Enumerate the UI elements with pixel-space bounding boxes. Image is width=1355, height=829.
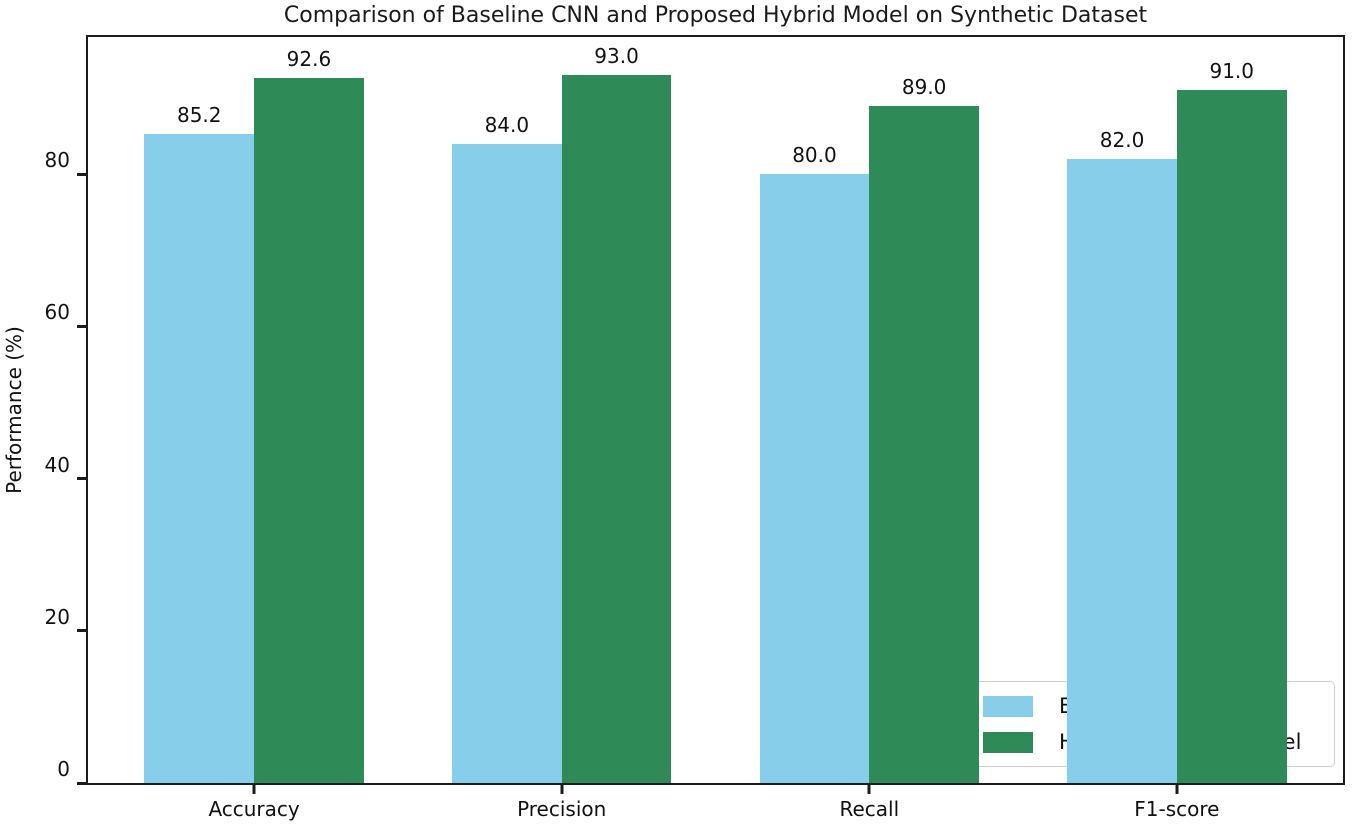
- x-tick-label-precision: Precision: [517, 797, 607, 821]
- x-tick-label-f1-score: F1-score: [1134, 797, 1220, 821]
- y-tick-label: 20: [44, 604, 70, 629]
- y-tick-mark: [77, 629, 86, 633]
- bar-value-label-hybrid-proposed-model-recall: 89.0: [901, 74, 947, 99]
- y-tick-mark: [77, 781, 86, 785]
- bar-value-label-hybrid-proposed-model-accuracy: 92.6: [286, 47, 332, 72]
- bar-baseline-cnn-accuracy: [144, 134, 255, 783]
- y-tick-mark: [77, 324, 86, 328]
- bar-hybrid-proposed-model-f1-score: [1176, 90, 1287, 783]
- y-tick-label: 80: [44, 148, 70, 173]
- chart-title: Comparison of Baseline CNN and Proposed …: [283, 3, 1148, 28]
- y-tick-label: 0: [57, 757, 70, 781]
- plot-area: Baseline CNN Hybrid Proposed Model 02040…: [45, 35, 1345, 821]
- bar-baseline-cnn-f1-score: [1067, 158, 1177, 783]
- bar-value-label-baseline-cnn-recall: 80.0: [792, 143, 837, 168]
- bar-value-label-baseline-cnn-accuracy: 85.2: [176, 103, 222, 128]
- y-tick-mark: [77, 477, 86, 481]
- bar-hybrid-proposed-model-accuracy: [254, 78, 364, 783]
- y-tick-label: 60: [44, 300, 70, 325]
- bar-value-label-hybrid-proposed-model-f1-score: 91.0: [1209, 59, 1254, 84]
- bar-hybrid-proposed-model-precision: [561, 75, 672, 783]
- bar-value-label-hybrid-proposed-model-precision: 93.0: [594, 44, 639, 69]
- bar-baseline-cnn-precision: [452, 143, 562, 783]
- x-tick-label-accuracy: Accuracy: [208, 797, 300, 821]
- y-tick-mark: [77, 172, 86, 176]
- y-axis-title: Performance (%): [2, 326, 26, 494]
- x-tick-mark: [1175, 785, 1179, 794]
- bar-hybrid-proposed-model-recall: [869, 105, 979, 783]
- bar-value-label-baseline-cnn-precision: 84.0: [484, 112, 530, 137]
- x-tick-mark: [252, 785, 256, 794]
- x-tick-mark: [560, 785, 564, 794]
- bar-baseline-cnn-recall: [759, 174, 870, 783]
- x-tick-label-recall: Recall: [839, 797, 900, 821]
- bar-value-label-baseline-cnn-f1-score: 82.0: [1099, 127, 1145, 152]
- legend-swatch-baseline-cnn: [983, 695, 1033, 717]
- legend-swatch-hybrid-proposed-model: [983, 731, 1033, 753]
- y-tick-label: 40: [44, 452, 70, 477]
- x-tick-mark: [867, 785, 871, 794]
